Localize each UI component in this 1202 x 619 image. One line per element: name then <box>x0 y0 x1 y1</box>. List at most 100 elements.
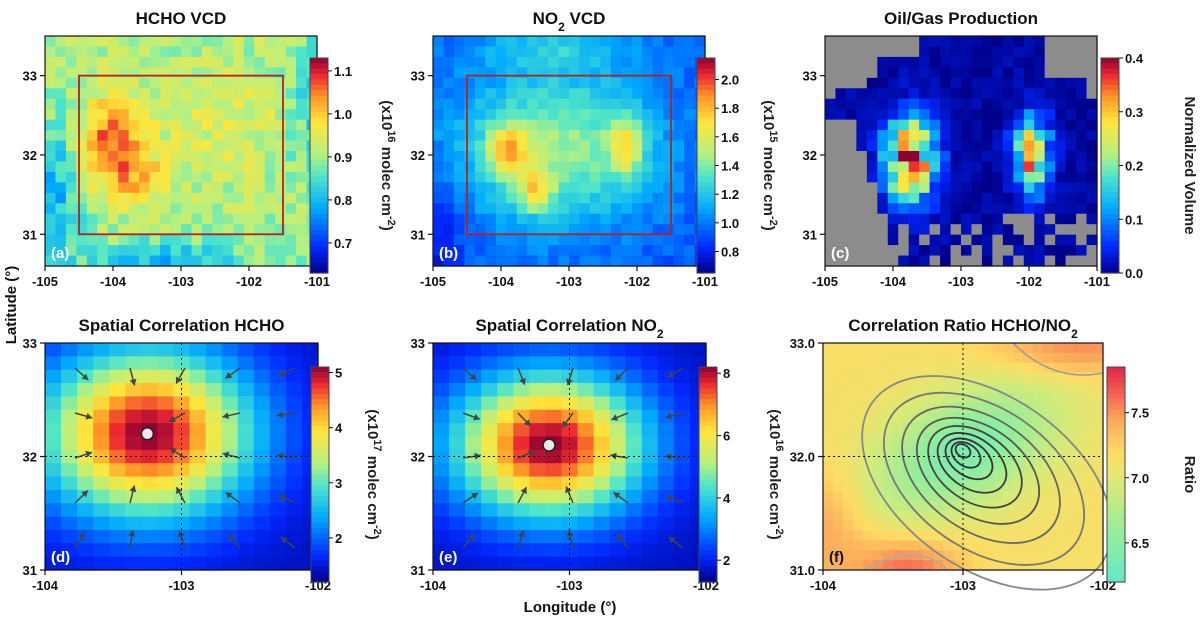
heatmap-cell <box>516 36 528 48</box>
heatmap-cell <box>877 213 889 225</box>
heatmap-cell <box>45 77 57 89</box>
heatmap-cell <box>953 481 964 492</box>
colorbar-segment <box>311 571 329 578</box>
heatmap-cell <box>625 343 643 357</box>
heatmap-cell <box>631 98 643 110</box>
heatmap-cell <box>609 383 627 398</box>
heatmap-cell <box>983 343 994 354</box>
heatmap-cell <box>684 130 696 142</box>
y-tick-label: 33.0 <box>790 336 815 351</box>
heatmap-cell <box>983 500 994 512</box>
heatmap-cell <box>464 130 476 142</box>
heatmap-cell <box>275 119 287 131</box>
heatmap-cell <box>577 543 595 558</box>
heatmap-cell <box>558 182 570 194</box>
heatmap-cell <box>285 516 303 531</box>
heatmap-cell <box>125 476 142 491</box>
heatmap-cell <box>506 203 518 215</box>
heatmap-cell <box>833 421 844 433</box>
heatmap-cell <box>157 369 175 384</box>
colorbar-segment <box>699 393 717 400</box>
heatmap-cell <box>641 409 659 424</box>
heatmap-cell <box>1053 352 1064 364</box>
heatmap-cell <box>1076 140 1088 152</box>
heatmap-cell <box>1033 540 1044 551</box>
heatmap-cell <box>481 436 498 451</box>
heatmap-cell <box>833 412 844 423</box>
heatmap-cell <box>141 396 159 411</box>
heatmap-cell <box>545 463 563 478</box>
colorbar-segment <box>311 420 329 427</box>
heatmap-cell <box>285 245 297 257</box>
heatmap-cell <box>139 140 151 152</box>
heatmap-cell <box>529 369 547 384</box>
heatmap-cell <box>296 36 308 48</box>
heatmap-cell <box>181 88 193 100</box>
colorbar-tick-label: 0.2 <box>1125 159 1143 174</box>
heatmap-cell <box>1044 234 1056 246</box>
heatmap-cell <box>254 88 266 100</box>
heatmap-cell <box>933 412 944 423</box>
heatmap-cell <box>237 503 255 518</box>
heatmap-cell <box>269 396 287 411</box>
heatmap-cell <box>516 88 528 100</box>
heatmap-cell <box>449 489 466 504</box>
heatmap-cell <box>1034 203 1046 215</box>
heatmap-cell <box>673 56 685 68</box>
heatmap-cell <box>65 255 77 267</box>
heatmap-cell <box>443 245 455 257</box>
heatmap-cell <box>189 529 207 544</box>
heatmap-cell <box>65 88 77 100</box>
colorbar-segment <box>310 144 328 150</box>
heatmap-cell <box>845 161 857 173</box>
heatmap-cell <box>65 203 77 215</box>
heatmap-cell <box>254 67 266 79</box>
heatmap-cell <box>1034 234 1046 246</box>
heatmap-cell <box>950 245 962 257</box>
heatmap-cell <box>625 489 643 504</box>
heatmap-cell <box>1055 151 1067 163</box>
heatmap-cell <box>181 182 193 194</box>
heatmap-cell <box>943 471 954 482</box>
heatmap-cell <box>903 372 914 384</box>
contour-line <box>861 375 1113 591</box>
colorbar-segment <box>1101 149 1119 156</box>
heatmap-cell <box>495 36 507 48</box>
heatmap-cell <box>903 481 914 492</box>
colorbar-segment <box>699 415 717 422</box>
heatmap-cell <box>269 463 287 478</box>
heatmap-cell <box>579 46 591 58</box>
heatmap-cell <box>1093 372 1104 384</box>
heatmap-cell <box>497 503 514 518</box>
heatmap-cell <box>684 182 696 194</box>
heatmap-cell <box>1003 471 1014 482</box>
heatmap-cell <box>1023 540 1034 551</box>
heatmap-cell <box>835 109 847 121</box>
heatmap-cell <box>1093 352 1104 364</box>
heatmap-cell <box>856 98 868 110</box>
heatmap-cell <box>76 213 88 225</box>
heatmap-cell <box>873 402 884 413</box>
heatmap-cell <box>843 343 854 354</box>
heatmap-cell <box>506 192 518 204</box>
panel-label: (b) <box>439 245 458 262</box>
heatmap-cell <box>61 476 78 491</box>
heatmap-cell <box>212 130 224 142</box>
heatmap-cell <box>845 109 857 121</box>
heatmap-cell <box>903 392 914 403</box>
heatmap-cell <box>866 182 878 194</box>
heatmap-cell <box>883 530 894 541</box>
heatmap-cell <box>943 352 954 364</box>
heatmap-cell <box>993 530 1004 541</box>
heatmap-cell <box>77 516 94 531</box>
heatmap-cell <box>833 392 844 403</box>
heatmap-cell <box>609 436 627 451</box>
heatmap-cell <box>673 503 691 518</box>
heatmap-cell <box>1073 372 1084 384</box>
heatmap-cell <box>160 88 172 100</box>
heatmap-cell <box>971 109 983 121</box>
heatmap-cell <box>443 46 455 58</box>
heatmap-cell <box>983 441 994 453</box>
heatmap-cell <box>631 46 643 58</box>
heatmap-cell <box>1073 550 1084 561</box>
